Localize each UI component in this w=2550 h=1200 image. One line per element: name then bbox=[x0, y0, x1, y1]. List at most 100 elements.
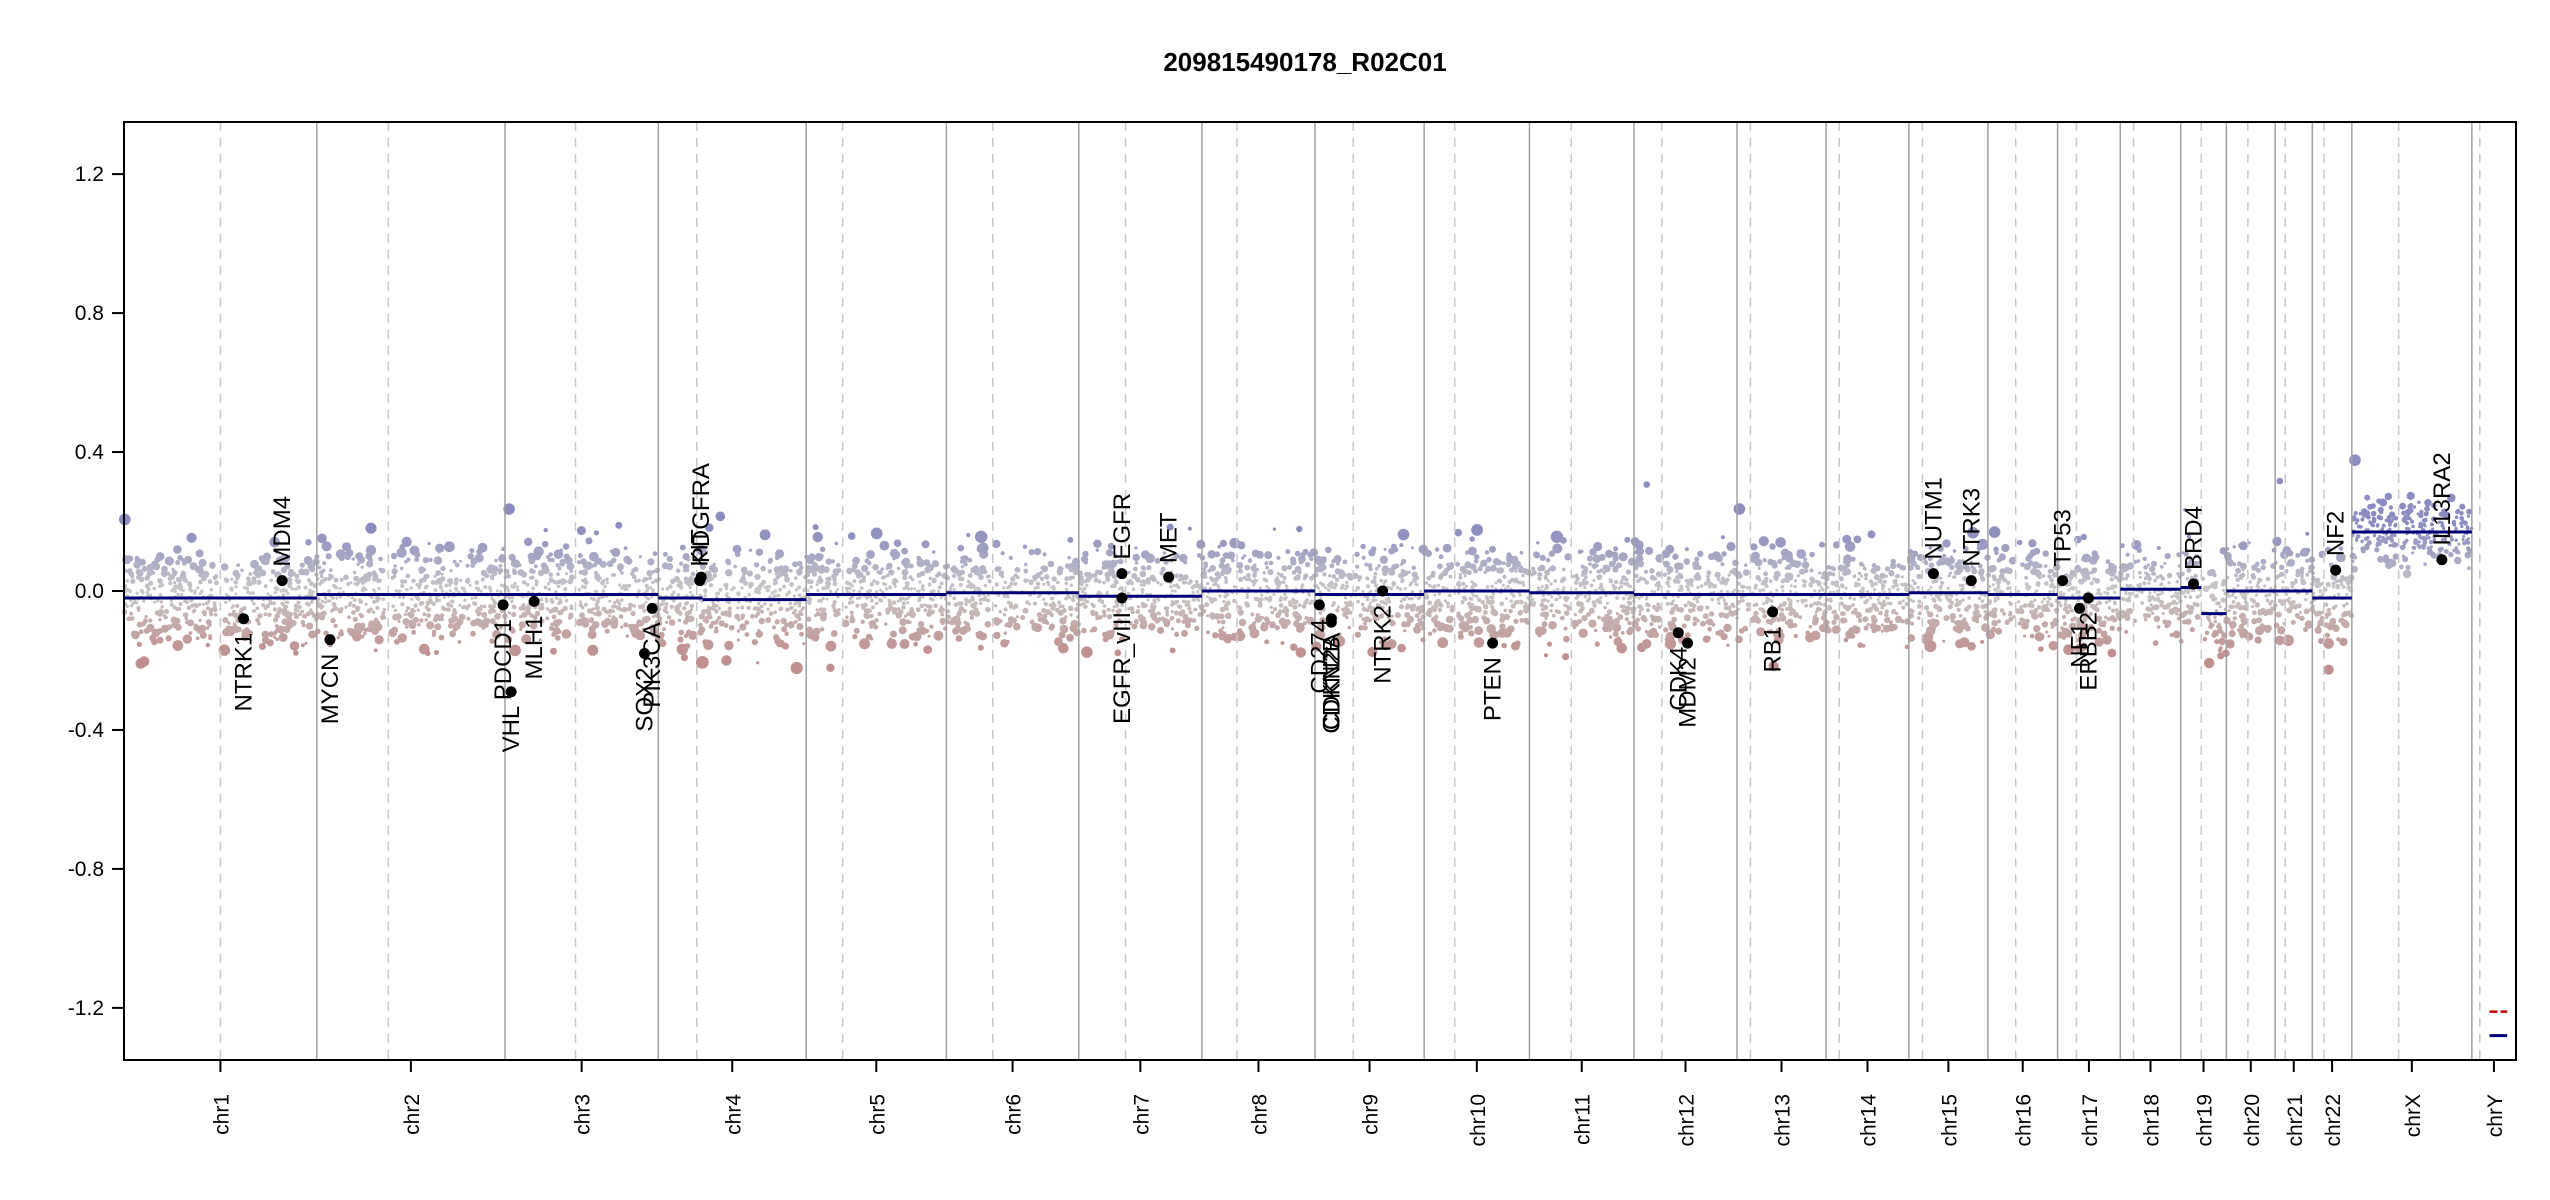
probe-point bbox=[819, 627, 825, 632]
probe-point bbox=[171, 567, 175, 571]
probe-point bbox=[2052, 585, 2057, 590]
probe-point bbox=[1804, 603, 1809, 608]
probe-point bbox=[1216, 620, 1221, 624]
probe-point bbox=[186, 532, 197, 543]
probe-point bbox=[956, 612, 962, 617]
probe-point bbox=[452, 608, 457, 613]
probe-point bbox=[767, 569, 772, 574]
probe-point bbox=[994, 582, 999, 587]
probe-point bbox=[618, 568, 623, 573]
probe-point bbox=[1611, 551, 1619, 558]
probe-point bbox=[792, 561, 798, 568]
probe-point bbox=[1506, 584, 1510, 589]
probe-point bbox=[768, 611, 774, 616]
probe-point bbox=[411, 629, 417, 635]
probe-point bbox=[261, 630, 269, 639]
probe-point bbox=[339, 577, 344, 582]
probe-point bbox=[273, 591, 278, 595]
probe-point bbox=[859, 586, 864, 590]
probe-point bbox=[1465, 550, 1470, 555]
probe-point bbox=[1414, 613, 1420, 619]
probe-point bbox=[1624, 617, 1629, 622]
probe-point bbox=[811, 571, 818, 577]
probe-point bbox=[552, 627, 561, 635]
probe-point bbox=[522, 603, 526, 608]
probe-point bbox=[392, 574, 397, 578]
probe-point bbox=[725, 569, 733, 577]
probe-point bbox=[593, 530, 600, 536]
probe-point bbox=[1408, 604, 1414, 610]
probe-point bbox=[1485, 565, 1492, 573]
probe-point bbox=[739, 578, 745, 584]
probe-point bbox=[2080, 533, 2087, 541]
probe-point bbox=[1169, 558, 1173, 563]
probe-point bbox=[748, 584, 753, 589]
probe-point bbox=[939, 581, 944, 586]
probe-point bbox=[967, 599, 972, 604]
probe-point bbox=[173, 545, 182, 554]
probe-point bbox=[169, 599, 173, 603]
probe-point bbox=[1681, 623, 1687, 629]
probe-point bbox=[1764, 600, 1769, 604]
probe-point bbox=[1267, 569, 1274, 576]
probe-point bbox=[1672, 578, 1678, 584]
probe-point bbox=[173, 584, 177, 588]
probe-point bbox=[1135, 609, 1141, 614]
probe-point bbox=[2105, 559, 2111, 565]
probe-point bbox=[374, 596, 379, 600]
probe-point bbox=[489, 638, 495, 644]
probe-point bbox=[1608, 635, 1613, 639]
probe-point bbox=[461, 605, 465, 610]
probe-point bbox=[1501, 642, 1507, 649]
probe-point bbox=[343, 574, 349, 581]
probe-point bbox=[682, 606, 687, 611]
probe-point bbox=[1156, 580, 1160, 585]
probe-point bbox=[1543, 597, 1547, 602]
probe-point bbox=[459, 559, 462, 563]
probe-point bbox=[1061, 645, 1069, 653]
probe-point bbox=[921, 595, 925, 599]
probe-point bbox=[1887, 623, 1896, 632]
probe-point bbox=[1202, 567, 1207, 572]
probe-point bbox=[1226, 634, 1232, 639]
probe-point bbox=[953, 602, 959, 607]
probe-point bbox=[1097, 598, 1102, 603]
probe-point bbox=[1046, 580, 1050, 585]
probe-point bbox=[1692, 597, 1696, 601]
probe-point bbox=[1388, 547, 1395, 555]
probe-point bbox=[1318, 611, 1323, 615]
probe-point bbox=[510, 596, 515, 600]
probe-point bbox=[1543, 611, 1550, 618]
probe-point bbox=[885, 573, 890, 578]
probe-point bbox=[1207, 550, 1216, 559]
probe-point bbox=[1048, 611, 1053, 616]
probe-point bbox=[1343, 595, 1348, 600]
probe-point bbox=[774, 581, 779, 585]
probe-point bbox=[129, 598, 133, 603]
probe-point bbox=[1042, 597, 1046, 602]
probe-point bbox=[261, 636, 270, 644]
probe-point bbox=[1006, 639, 1010, 644]
probe-point bbox=[208, 611, 212, 615]
probe-point bbox=[1504, 597, 1508, 600]
probe-point bbox=[1627, 620, 1632, 626]
probe-point bbox=[2070, 586, 2076, 591]
probe-point bbox=[1490, 584, 1494, 589]
probe-point bbox=[644, 600, 648, 604]
probe-point bbox=[1599, 568, 1604, 573]
probe-point bbox=[250, 559, 259, 569]
probe-point bbox=[1753, 610, 1759, 617]
probe-point bbox=[381, 597, 386, 602]
probe-point bbox=[682, 563, 690, 571]
probe-point bbox=[1741, 589, 1745, 593]
probe-point bbox=[1772, 630, 1781, 638]
probe-point bbox=[1491, 596, 1495, 600]
probe-point bbox=[1391, 543, 1397, 550]
probe-point bbox=[1191, 598, 1195, 602]
probe-point bbox=[538, 618, 545, 624]
probe-point bbox=[382, 607, 386, 612]
probe-point bbox=[303, 556, 313, 565]
probe-point bbox=[1449, 607, 1455, 613]
probe-point bbox=[716, 591, 721, 596]
probe-point bbox=[1896, 587, 1900, 592]
